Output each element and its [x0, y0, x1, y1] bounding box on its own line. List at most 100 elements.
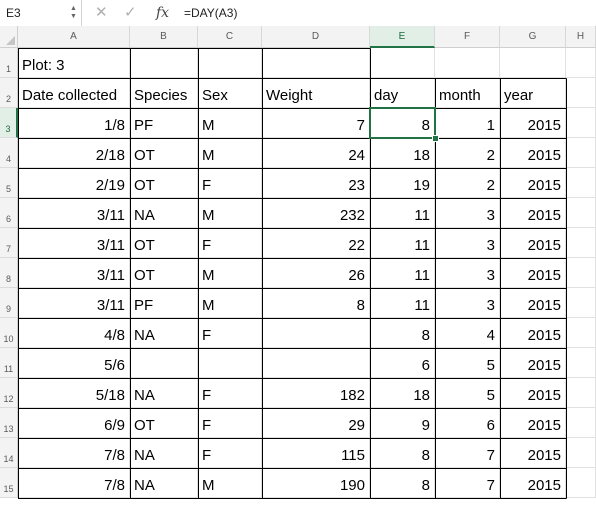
cell-g14[interactable]: 2015 [500, 438, 566, 468]
column-header-f[interactable]: F [435, 26, 500, 48]
row-header-9[interactable]: 9 [0, 288, 18, 318]
cell-h12[interactable] [566, 378, 596, 408]
cell-g10[interactable]: 2015 [500, 318, 566, 348]
cell-f10[interactable]: 4 [435, 318, 500, 348]
cell-a4[interactable]: 2/18 [18, 138, 130, 168]
cell-e10[interactable]: 8 [370, 318, 435, 348]
cell-h4[interactable] [566, 138, 596, 168]
cell-h10[interactable] [566, 318, 596, 348]
cell-c13[interactable]: F [198, 408, 262, 438]
row-header-13[interactable]: 13 [0, 408, 18, 438]
cell-f8[interactable]: 3 [435, 258, 500, 288]
cell-b9[interactable]: PF [130, 288, 198, 318]
cell-e5[interactable]: 19 [370, 168, 435, 198]
cell-c1[interactable] [198, 48, 262, 78]
cell-d7[interactable]: 22 [262, 228, 370, 258]
column-header-d[interactable]: D [262, 26, 370, 48]
cell-h2[interactable] [566, 78, 596, 108]
column-header-a[interactable]: A [18, 26, 130, 48]
row-header-6[interactable]: 6 [0, 198, 18, 228]
cell-a2[interactable]: Date collected [18, 78, 130, 108]
cell-a5[interactable]: 2/19 [18, 168, 130, 198]
cell-b2[interactable]: Species [130, 78, 198, 108]
cell-e8[interactable]: 11 [370, 258, 435, 288]
cell-c4[interactable]: M [198, 138, 262, 168]
cell-a11[interactable]: 5/6 [18, 348, 130, 378]
row-header-11[interactable]: 11 [0, 348, 18, 378]
cell-b1[interactable] [130, 48, 198, 78]
cell-e9[interactable]: 11 [370, 288, 435, 318]
cell-e4[interactable]: 18 [370, 138, 435, 168]
cell-e12[interactable]: 18 [370, 378, 435, 408]
cell-c14[interactable]: F [198, 438, 262, 468]
column-header-e[interactable]: E [370, 26, 435, 48]
cell-c7[interactable]: F [198, 228, 262, 258]
cell-f4[interactable]: 2 [435, 138, 500, 168]
cell-f2[interactable]: month [435, 78, 500, 108]
cell-e13[interactable]: 9 [370, 408, 435, 438]
cell-d9[interactable]: 8 [262, 288, 370, 318]
cell-g4[interactable]: 2015 [500, 138, 566, 168]
cell-f11[interactable]: 5 [435, 348, 500, 378]
cancel-icon[interactable]: ✕ [95, 4, 108, 21]
cell-b4[interactable]: OT [130, 138, 198, 168]
cell-e15[interactable]: 8 [370, 468, 435, 498]
column-header-c[interactable]: C [198, 26, 262, 48]
cell-e11[interactable]: 6 [370, 348, 435, 378]
cell-f15[interactable]: 7 [435, 468, 500, 498]
cell-d1[interactable] [262, 48, 370, 78]
formula-input[interactable]: =DAY(A3) [184, 6, 238, 20]
cell-g6[interactable]: 2015 [500, 198, 566, 228]
name-box-up-icon[interactable]: ▲ [70, 5, 77, 12]
cell-f5[interactable]: 2 [435, 168, 500, 198]
cell-e14[interactable]: 8 [370, 438, 435, 468]
cell-d12[interactable]: 182 [262, 378, 370, 408]
cell-e3[interactable]: 8 [370, 108, 435, 138]
cell-h15[interactable] [566, 468, 596, 498]
cell-b8[interactable]: OT [130, 258, 198, 288]
cell-d15[interactable]: 190 [262, 468, 370, 498]
fill-handle[interactable] [432, 135, 439, 142]
cell-c9[interactable]: M [198, 288, 262, 318]
cell-d13[interactable]: 29 [262, 408, 370, 438]
cell-e1[interactable] [370, 48, 435, 78]
cell-b3[interactable]: PF [130, 108, 198, 138]
cell-d11[interactable] [262, 348, 370, 378]
cell-f9[interactable]: 3 [435, 288, 500, 318]
cell-b7[interactable]: OT [130, 228, 198, 258]
cell-f1[interactable] [435, 48, 500, 78]
cell-g5[interactable]: 2015 [500, 168, 566, 198]
cell-h1[interactable] [566, 48, 596, 78]
cell-h13[interactable] [566, 408, 596, 438]
row-header-14[interactable]: 14 [0, 438, 18, 468]
cell-g12[interactable]: 2015 [500, 378, 566, 408]
cell-b12[interactable]: NA [130, 378, 198, 408]
cell-h8[interactable] [566, 258, 596, 288]
cell-d2[interactable]: Weight [262, 78, 370, 108]
cell-b10[interactable]: NA [130, 318, 198, 348]
cell-c11[interactable] [198, 348, 262, 378]
cell-d4[interactable]: 24 [262, 138, 370, 168]
cell-g11[interactable]: 2015 [500, 348, 566, 378]
cell-c2[interactable]: Sex [198, 78, 262, 108]
cell-c5[interactable]: F [198, 168, 262, 198]
row-header-4[interactable]: 4 [0, 138, 18, 168]
row-header-1[interactable]: 1 [0, 48, 18, 78]
select-all-corner[interactable] [0, 26, 18, 48]
cell-h5[interactable] [566, 168, 596, 198]
cell-f12[interactable]: 5 [435, 378, 500, 408]
cell-b15[interactable]: NA [130, 468, 198, 498]
cell-h6[interactable] [566, 198, 596, 228]
cell-g3[interactable]: 2015 [500, 108, 566, 138]
cell-g9[interactable]: 2015 [500, 288, 566, 318]
cell-a8[interactable]: 3/11 [18, 258, 130, 288]
cell-d14[interactable]: 115 [262, 438, 370, 468]
cell-f3[interactable]: 1 [435, 108, 500, 138]
cell-b5[interactable]: OT [130, 168, 198, 198]
cell-g8[interactable]: 2015 [500, 258, 566, 288]
column-header-b[interactable]: B [130, 26, 198, 48]
cell-a3[interactable]: 1/8 [18, 108, 130, 138]
row-header-15[interactable]: 15 [0, 468, 18, 498]
row-header-2[interactable]: 2 [0, 78, 18, 108]
cell-c12[interactable]: F [198, 378, 262, 408]
